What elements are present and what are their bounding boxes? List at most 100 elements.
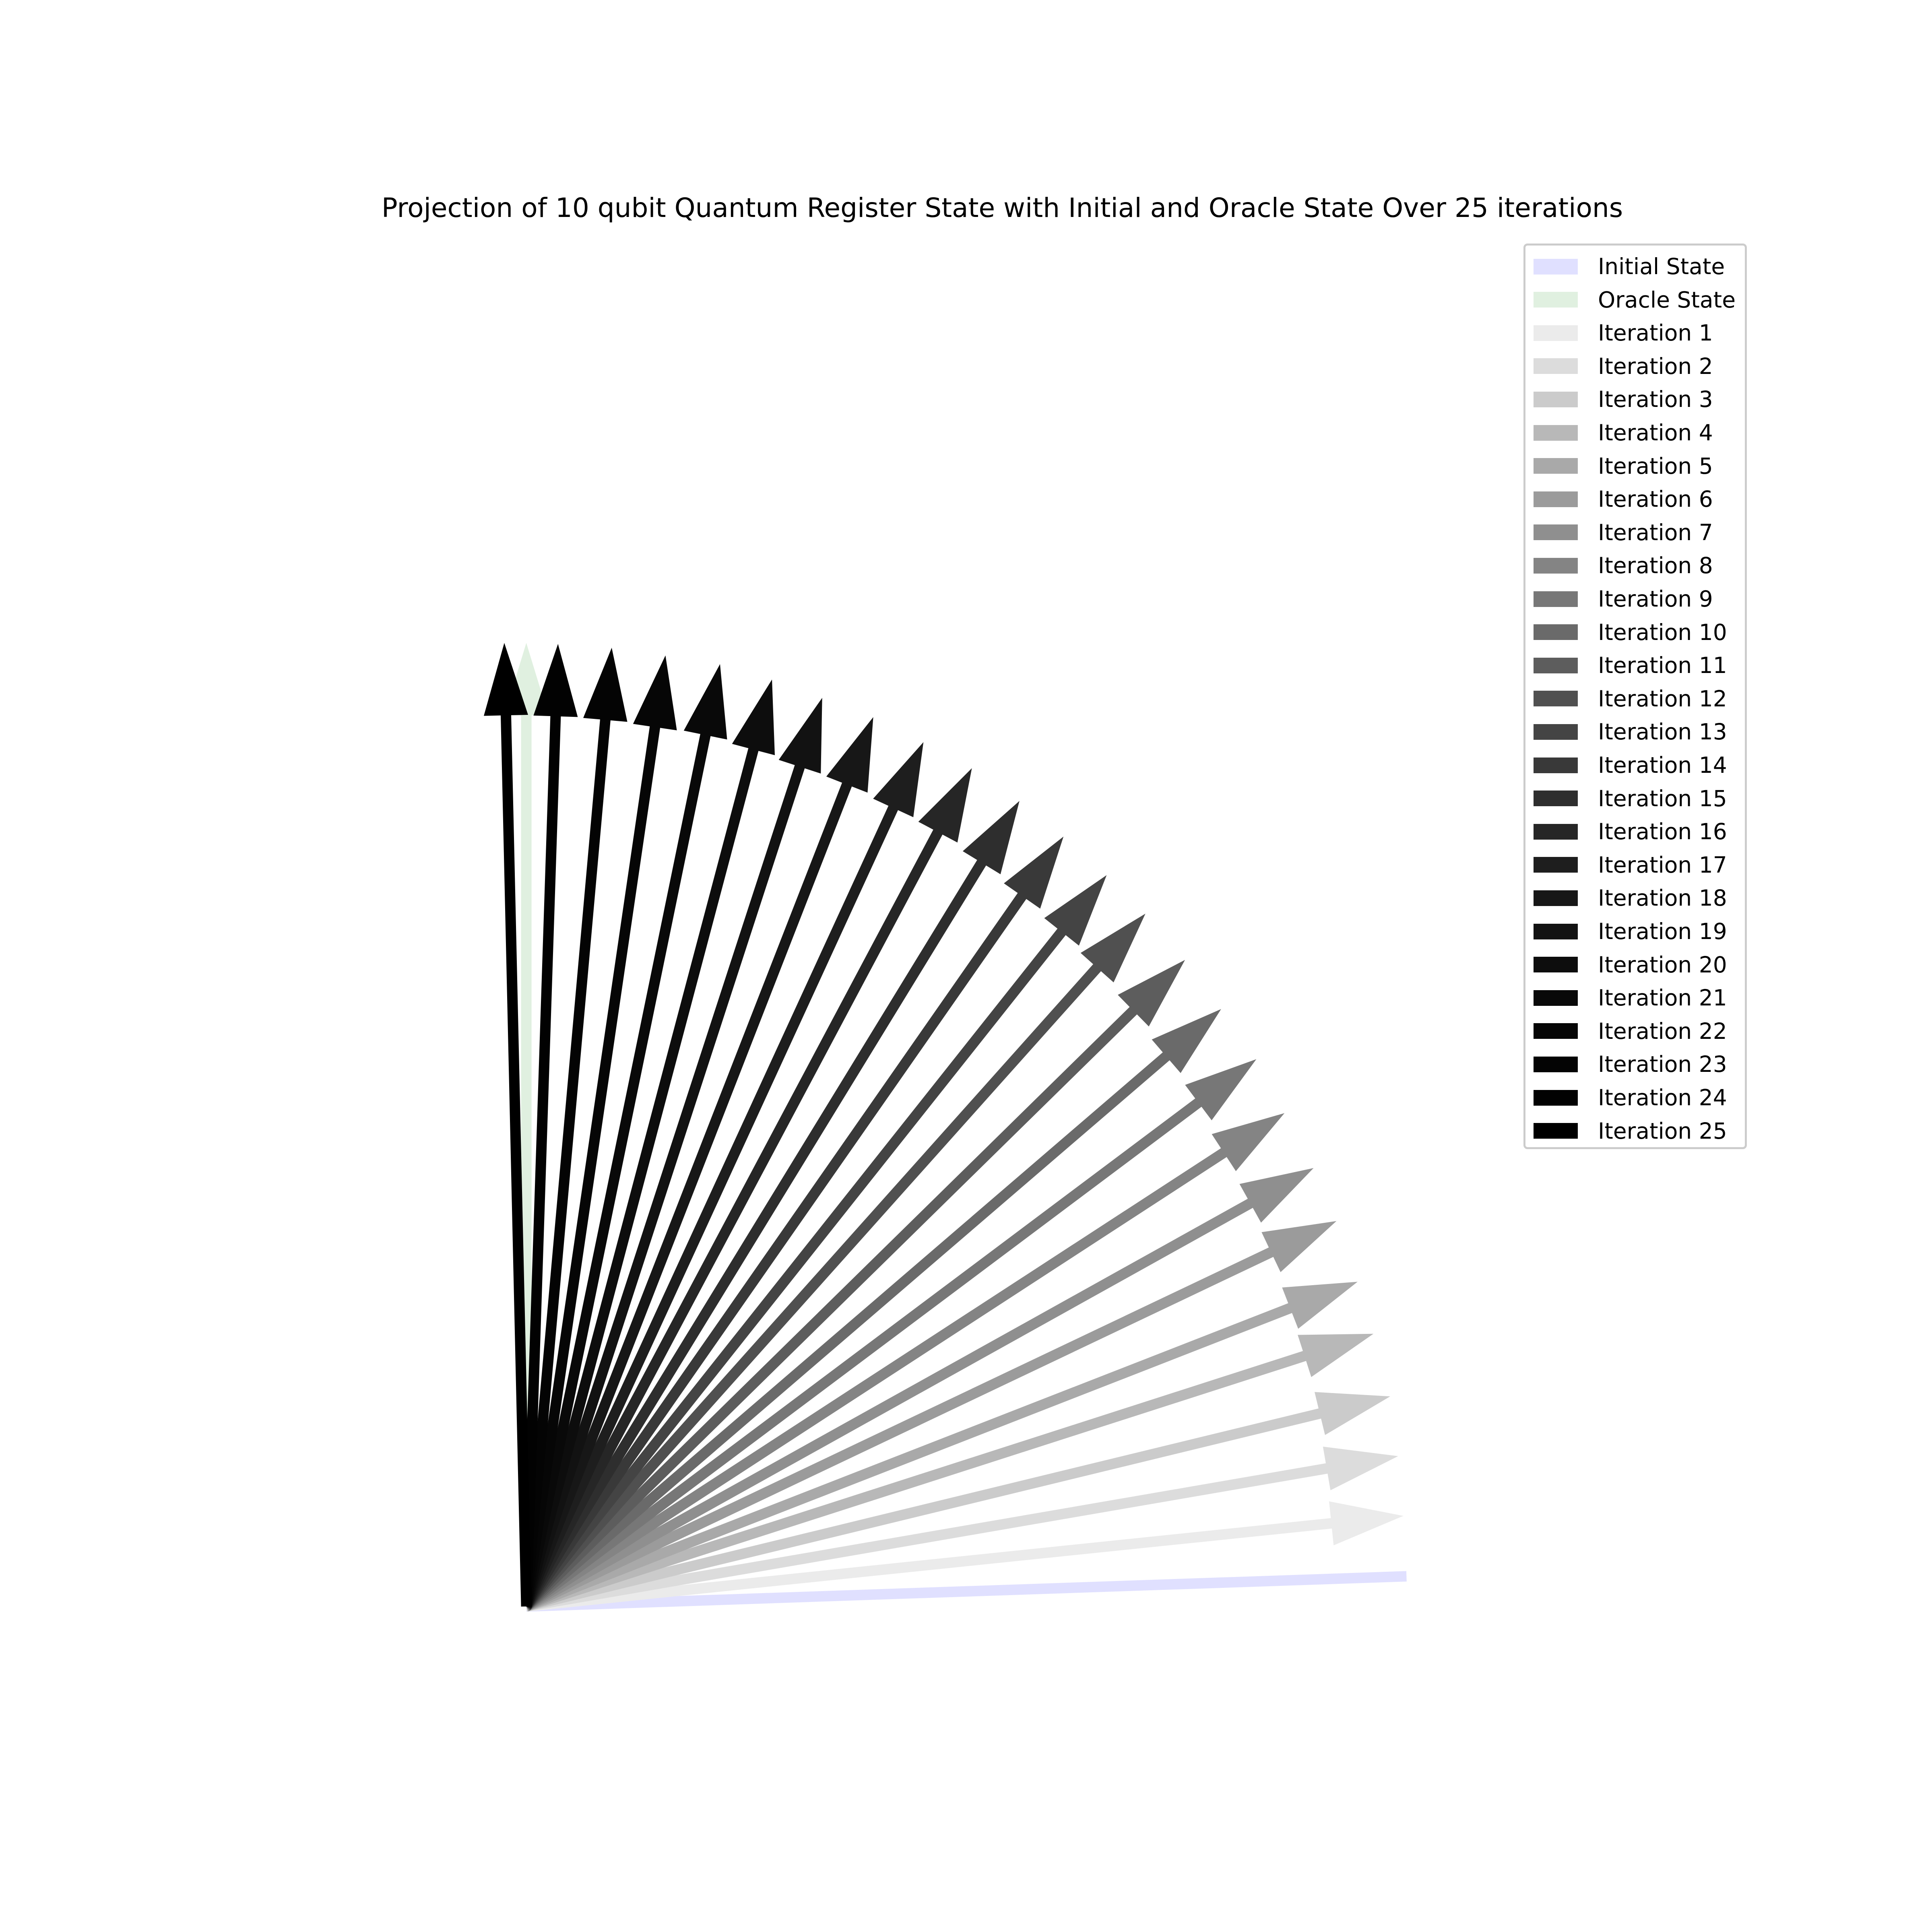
iteration-25-vector [484, 643, 532, 1607]
legend-label: Iteration 23 [1598, 1051, 1727, 1077]
legend-item: Iteration 18 [1534, 885, 1727, 911]
legend-label: Iteration 2 [1598, 353, 1713, 379]
legend-label: Iteration 3 [1598, 386, 1713, 413]
legend-swatch [1534, 657, 1578, 673]
legend-swatch [1534, 491, 1578, 507]
legend-swatch [1534, 757, 1578, 773]
iteration-3-vector [525, 1392, 1390, 1612]
legend-swatch [1534, 325, 1578, 341]
legend-item: Iteration 20 [1534, 952, 1727, 978]
legend-label: Iteration 8 [1598, 553, 1713, 579]
legend-item: Iteration 2 [1534, 353, 1713, 379]
legend-label: Iteration 16 [1598, 819, 1727, 845]
legend-label: Iteration 6 [1598, 486, 1713, 512]
legend-swatch [1534, 890, 1578, 906]
legend-item: Initial State [1534, 254, 1725, 279]
legend-item: Iteration 16 [1534, 819, 1727, 844]
legend-swatch [1534, 824, 1578, 840]
iteration-24-vector [521, 644, 578, 1607]
legend-label: Iteration 14 [1598, 752, 1727, 778]
legend-label: Iteration 1 [1598, 320, 1713, 346]
legend-item: Iteration 19 [1534, 919, 1727, 944]
legend-swatch [1534, 425, 1578, 441]
legend-item: Iteration 17 [1534, 852, 1727, 878]
legend-swatch [1534, 990, 1578, 1006]
legend-swatch [1534, 1023, 1578, 1039]
legend-label: Iteration 19 [1598, 919, 1727, 944]
legend-label: Iteration 25 [1598, 1118, 1727, 1144]
legend-item: Iteration 9 [1534, 586, 1713, 612]
iteration-11-vector [522, 960, 1185, 1610]
legend-label: Iteration 12 [1598, 685, 1727, 712]
legend-item: Iteration 13 [1534, 719, 1727, 745]
iteration-17-vector [521, 742, 924, 1609]
iteration-18-vector [521, 717, 873, 1608]
legend-swatch [1534, 724, 1578, 740]
iteration-7-vector [524, 1168, 1314, 1611]
legend-label: Iteration 22 [1598, 1018, 1727, 1044]
legend-item: Iteration 5 [1534, 453, 1713, 479]
legend-label: Initial State [1598, 254, 1725, 279]
iteration-1-vector [526, 1501, 1404, 1612]
iteration-4-vector [524, 1333, 1374, 1612]
legend-item: Iteration 12 [1534, 685, 1727, 712]
legend-item: Iteration 4 [1534, 420, 1713, 446]
initial-state-vector [526, 1571, 1407, 1612]
iteration-14-vector [522, 836, 1064, 1610]
legend-swatch [1534, 358, 1578, 374]
legend-swatch [1534, 1056, 1578, 1072]
legend-swatch [1534, 524, 1578, 541]
iteration-9-vector [523, 1059, 1257, 1611]
legend-swatch [1534, 557, 1578, 574]
legend-swatch [1534, 791, 1578, 807]
legend-label: Iteration 15 [1598, 785, 1727, 811]
iteration-23-vector [521, 648, 627, 1607]
legend-label: Iteration 20 [1598, 952, 1727, 978]
legend-label: Iteration 17 [1598, 852, 1727, 878]
iteration-8-vector [523, 1113, 1285, 1611]
chart-title: Projection of 10 qubit Quantum Register … [381, 192, 1623, 223]
legend-label: Iteration 5 [1598, 453, 1713, 479]
iteration-13-vector [522, 875, 1107, 1610]
legend-swatch [1534, 857, 1578, 873]
legend-item: Iteration 7 [1534, 520, 1713, 545]
legend-item: Iteration 1 [1534, 320, 1713, 346]
legend-item: Oracle State [1534, 287, 1736, 313]
legend-item: Iteration 3 [1534, 386, 1713, 413]
legend-swatch [1534, 957, 1578, 973]
legend-swatch [1534, 391, 1578, 407]
legend-item: Iteration 24 [1534, 1085, 1727, 1110]
legend-swatch [1534, 691, 1578, 707]
legend-swatch [1534, 591, 1578, 607]
legend-item: Iteration 22 [1534, 1018, 1727, 1044]
legend-label: Iteration 13 [1598, 719, 1727, 745]
legend-label: Iteration 9 [1598, 586, 1713, 612]
legend-item: Iteration 11 [1534, 652, 1727, 678]
legend-swatch [1534, 1090, 1578, 1106]
legend-label: Iteration 18 [1598, 885, 1727, 911]
legend-swatch [1534, 258, 1578, 275]
iteration-15-vector [522, 801, 1020, 1609]
iteration-16-vector [522, 768, 972, 1609]
legend-label: Oracle State [1598, 287, 1736, 313]
iteration-20-vector [521, 679, 775, 1608]
iteration-6-vector [524, 1221, 1337, 1611]
legend-item: Iteration 6 [1534, 486, 1713, 512]
legend-item: Iteration 21 [1534, 985, 1727, 1011]
legend-swatch [1534, 458, 1578, 474]
iteration-22-vector [521, 655, 677, 1608]
iteration-2-vector [525, 1447, 1398, 1612]
legend-item: Iteration 14 [1534, 752, 1727, 778]
legend-swatch [1534, 292, 1578, 308]
legend-label: Iteration 7 [1598, 519, 1713, 545]
legend-item: Iteration 8 [1534, 553, 1713, 578]
legend-swatch [1534, 923, 1578, 939]
legend-label: Iteration 24 [1598, 1085, 1727, 1110]
iteration-19-vector [521, 698, 822, 1608]
legend-swatch [1534, 624, 1578, 640]
legend-item: Iteration 25 [1534, 1118, 1727, 1144]
oracle-state-vector [504, 643, 549, 1607]
legend-item: Iteration 10 [1534, 619, 1727, 645]
